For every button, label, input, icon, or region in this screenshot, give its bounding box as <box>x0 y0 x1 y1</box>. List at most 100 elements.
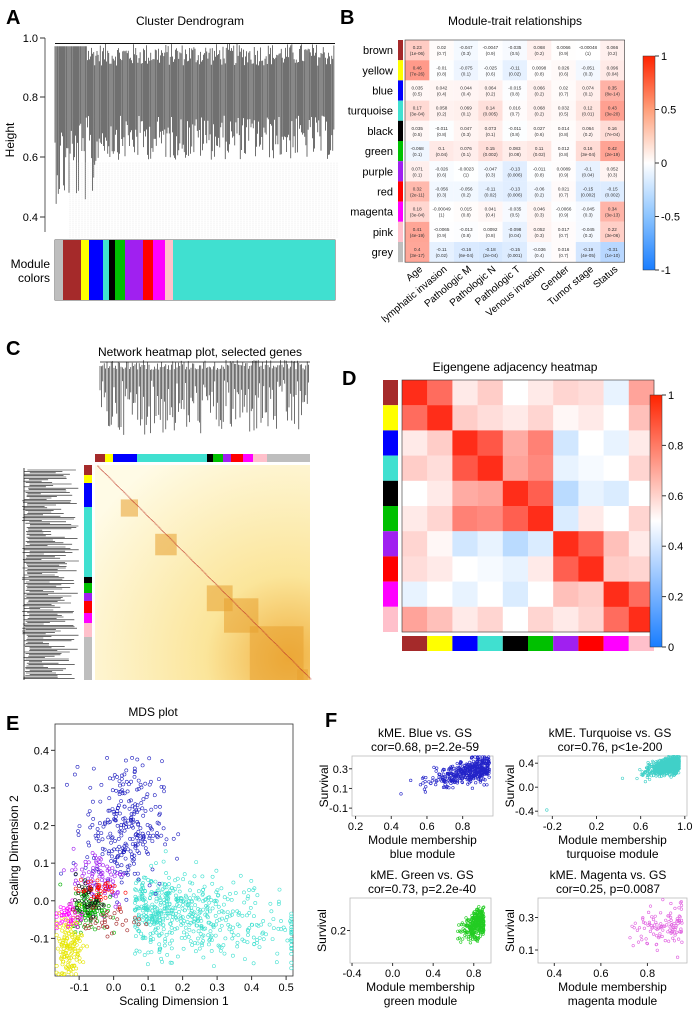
trait-cell <box>405 80 430 101</box>
kme-xtick-label: 0.8 <box>640 968 655 980</box>
trait-cell-value: 0.41 <box>413 227 422 232</box>
trait-cell-pvalue: (0.5) <box>412 132 422 137</box>
module-row-label: purple <box>362 166 393 178</box>
network-top-dendrogram <box>99 360 309 435</box>
trait-cell <box>429 201 454 222</box>
adjacency-cell <box>578 455 604 481</box>
adjacency-cell <box>502 480 529 507</box>
kme-xtick-label: 0.2 <box>589 821 604 833</box>
adjacency-cell <box>427 606 453 633</box>
trait-cell-value: -0.06 <box>534 187 545 192</box>
trait-cell-value: 0.43 <box>608 106 617 111</box>
trait-cell-pvalue: (0.3) <box>437 193 447 198</box>
trait-cell-pvalue: (0.02) <box>436 253 448 258</box>
trait-cell-pvalue: (0.2) <box>534 112 544 117</box>
trait-cell-pvalue: (0.6) <box>486 71 496 76</box>
trait-cell-value: -0.13 <box>510 187 521 192</box>
eigengene-col-swatch-blue <box>452 636 478 651</box>
module-swatch-purple <box>398 161 403 182</box>
network-heatmap <box>22 360 312 680</box>
trait-cell-value: -0.075 <box>459 65 472 70</box>
kme-subtitle: cor=0.68, p=2.2e-59 <box>371 740 479 754</box>
adjacency-cell <box>578 405 604 431</box>
trait-cell-value: 0.066 <box>607 45 619 50</box>
trait-cell-pvalue: (6e-04) <box>459 253 474 258</box>
kme-xlabel: Module membership <box>558 833 667 847</box>
kme-xtick-label: 0.6 <box>633 821 648 833</box>
kme-xlabel-module: magenta module <box>568 994 658 1008</box>
trait-cell-pvalue: (0.2) <box>608 51 618 56</box>
kme-ylabel: Survival <box>503 765 517 808</box>
network-top-band-pink <box>253 454 267 462</box>
trait-cell-value: -0.068 <box>411 146 424 151</box>
trait-cell-value: 0.12 <box>584 106 593 111</box>
adjacency-cell <box>427 405 453 431</box>
eigengene-row-swatch-green <box>383 506 398 532</box>
eigengene-row-swatch-red <box>383 556 398 582</box>
trait-cell-pvalue: (0.1) <box>461 112 471 117</box>
mds-points-yellow <box>54 903 89 976</box>
trait-cell <box>551 201 576 222</box>
trait-cell-value: 0.052 <box>533 227 545 232</box>
eigengene-col-swatch-red <box>578 636 604 651</box>
kme-subtitle: cor=0.25, p=0.0087 <box>556 882 660 896</box>
adjacency-cell <box>603 581 629 607</box>
network-left-band-turquoise <box>84 507 92 577</box>
module-band-black <box>109 240 115 300</box>
trait-cell-value: -0.18 <box>485 247 496 252</box>
trait-cell <box>429 80 454 101</box>
module-trait-heatmap: brown 0.23(1e-06)0.02(0.7)-0.047(0.3)-0.0… <box>348 39 625 325</box>
eigengene-row-swatch-blue <box>383 430 398 456</box>
adjacency-cell <box>402 430 428 456</box>
trait-cell <box>502 161 527 182</box>
trait-cell <box>551 161 576 182</box>
module-band-red <box>143 240 153 300</box>
trait-cell-pvalue: (0.02) <box>533 152 545 157</box>
colorbar-tick-label: 0.2 <box>668 592 683 604</box>
eigengene-col-swatch-green <box>528 636 554 651</box>
trait-cell-pvalue: (0.5) <box>559 112 569 117</box>
kme-points <box>456 905 486 945</box>
adjacency-cell <box>452 405 478 431</box>
trait-cell <box>575 40 601 61</box>
kme-ytick-label: -0.1 <box>329 803 348 815</box>
colorbar-tick-label: 0 <box>668 642 674 654</box>
trait-cell <box>429 100 454 121</box>
module-trait-colorbar <box>642 55 656 271</box>
trait-cell-pvalue: (0.8) <box>534 172 544 177</box>
trait-cell-pvalue: (0.5) <box>412 92 422 97</box>
adjacency-cell <box>528 480 554 507</box>
mds-ytick-label: -0.1 <box>30 933 49 945</box>
dendrogram-ytick-label: 0.6 <box>23 152 38 164</box>
trait-cell-value: -0.098 <box>508 227 521 232</box>
dendrogram-tree <box>54 43 338 238</box>
trait-cell <box>502 120 527 141</box>
dendrogram-ytick-label: 0.4 <box>23 212 38 224</box>
trait-cell-pvalue: (3e-04) <box>410 213 425 218</box>
adjacency-cell <box>578 380 604 406</box>
trait-cell-value: -0.15 <box>607 187 618 192</box>
network-left-band-magenta <box>84 613 92 623</box>
trait-cell-pvalue: (0.002) <box>581 193 596 198</box>
trait-cell <box>600 161 625 182</box>
kme-points <box>399 755 492 796</box>
trait-cell-pvalue: (7e-04) <box>605 132 620 137</box>
colorbar-tick-label: 0.6 <box>668 491 683 503</box>
kme-xtick-label: 0.4 <box>426 968 441 980</box>
trait-cell <box>453 100 479 121</box>
trait-cell-pvalue: (0.08) <box>509 152 521 157</box>
trait-column-label: Status <box>592 264 621 291</box>
trait-cell-pvalue: (0.001) <box>508 253 523 258</box>
module-band-turquoise <box>103 240 109 300</box>
module-row-label: grey <box>372 247 394 259</box>
trait-cell <box>478 161 503 182</box>
trait-cell-pvalue: (0.3) <box>583 71 593 76</box>
adjacency-cell <box>452 581 478 607</box>
trait-cell-pvalue: (0.6) <box>534 132 544 137</box>
kme-ytick-label: 0.4 <box>519 758 534 770</box>
module-row-label: black <box>367 126 393 138</box>
trait-cell <box>575 80 601 101</box>
trait-cell <box>551 242 576 263</box>
network-left-band-yellow <box>84 475 92 483</box>
